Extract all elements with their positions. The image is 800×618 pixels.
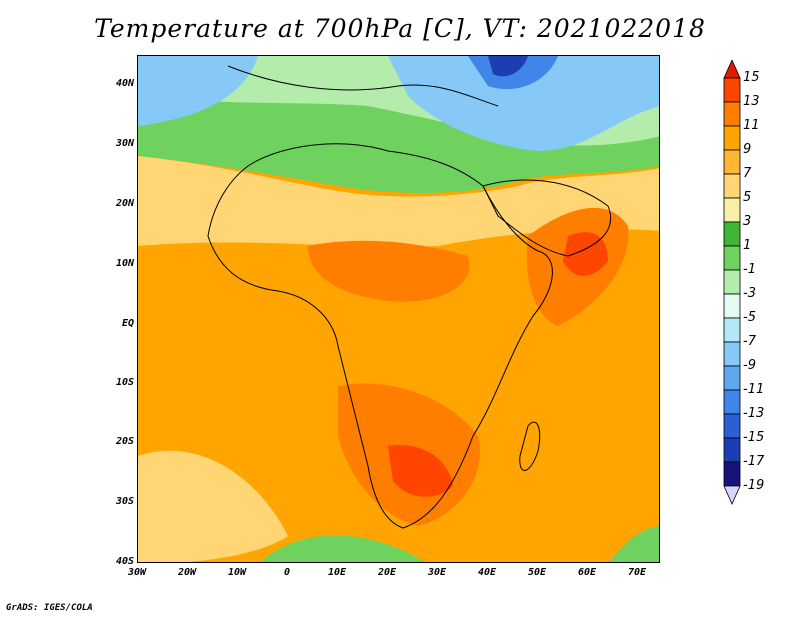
colorbar-label: -7 <box>743 334 756 349</box>
colorbar-swatch <box>723 149 741 175</box>
colorbar-label: 11 <box>743 118 760 133</box>
lon-label-10w: 10W <box>227 567 247 578</box>
colorbar <box>723 60 741 505</box>
lon-label-30e: 30E <box>427 567 447 578</box>
lon-label-20e: 20E <box>377 567 397 578</box>
lat-label-40n: 40N <box>115 78 134 89</box>
field-hot-central <box>308 240 470 302</box>
colorbar-label: 1 <box>743 238 752 253</box>
colorbar-swatch <box>723 221 741 247</box>
field-hottest-east <box>563 232 608 276</box>
colorbar-swatch <box>723 245 741 271</box>
footer-credit: GrADS: IGES/COLA <box>6 603 93 613</box>
lat-label-40s: 40S <box>115 556 134 567</box>
colorbar-swatch <box>723 413 741 439</box>
lat-label-10s: 10S <box>115 377 134 388</box>
lon-label-60e: 60E <box>577 567 597 578</box>
colorbar-label: 7 <box>743 166 752 181</box>
lon-label-10e: 10E <box>327 567 347 578</box>
colorbar-swatch <box>723 461 741 487</box>
lon-label-30w: 30W <box>127 567 147 578</box>
colorbar-label: -13 <box>743 406 765 421</box>
arabia-outline <box>482 179 612 257</box>
colorbar-label: -9 <box>743 358 756 373</box>
colorbar-label: 5 <box>743 190 752 205</box>
colorbar-swatch-bottom <box>723 485 741 505</box>
colorbar-swatch <box>723 317 741 343</box>
field-hottest-south <box>388 445 453 497</box>
field-blue-darkest <box>488 56 528 77</box>
colorbar-label: 9 <box>743 142 752 157</box>
lat-label-20n: 20N <box>115 198 134 209</box>
field-yellow-band <box>138 156 659 248</box>
europe-coast <box>227 65 499 107</box>
colorbar-swatch <box>723 365 741 391</box>
lon-label-40e: 40E <box>477 567 497 578</box>
colorbar-swatch <box>723 101 741 127</box>
field-green-se <box>609 526 659 562</box>
lat-label-eq: EQ <box>121 318 134 329</box>
colorbar-label: -15 <box>743 430 765 445</box>
colorbar-label: 3 <box>743 214 752 229</box>
lat-label-20s: 20S <box>115 436 134 447</box>
colorbar-label: -5 <box>743 310 756 325</box>
colorbar-label: 13 <box>743 94 760 109</box>
colorbar-swatch <box>723 437 741 463</box>
colorbar-label: 15 <box>743 70 760 85</box>
colorbar-swatch <box>723 389 741 415</box>
lat-label-30n: 30N <box>115 138 134 149</box>
colorbar-swatch <box>723 197 741 223</box>
colorbar-label: -11 <box>743 382 765 397</box>
colorbar-label: -17 <box>743 454 765 469</box>
colorbar-swatch <box>723 173 741 199</box>
field-blue-north <box>138 56 258 126</box>
chart-title: Temperature at 700hPa [C], VT: 202102201… <box>94 14 706 43</box>
field-yellow-south <box>138 450 288 562</box>
colorbar-swatch <box>723 125 741 151</box>
temperature-map <box>137 55 660 563</box>
colorbar-swatch <box>723 293 741 319</box>
lon-label-50e: 50E <box>527 567 547 578</box>
field-blue-mideast <box>388 56 659 151</box>
lon-label-20w: 20W <box>177 567 197 578</box>
colorbar-swatch <box>723 341 741 367</box>
colorbar-label: -3 <box>743 286 756 301</box>
map-canvas <box>138 56 659 562</box>
colorbar-swatch <box>723 77 741 103</box>
madagascar-outline <box>519 421 541 471</box>
africa-outline <box>207 143 553 529</box>
colorbar-swatch-top <box>723 60 741 79</box>
colorbar-label: -19 <box>743 478 765 493</box>
lat-label-10n: 10N <box>115 258 134 269</box>
field-green-south <box>260 535 425 562</box>
lon-label-70e: 70E <box>627 567 647 578</box>
lat-label-30s: 30S <box>115 496 134 507</box>
lon-label-0: 0 <box>283 567 291 578</box>
colorbar-label: -1 <box>743 262 756 277</box>
colorbar-swatch <box>723 269 741 295</box>
